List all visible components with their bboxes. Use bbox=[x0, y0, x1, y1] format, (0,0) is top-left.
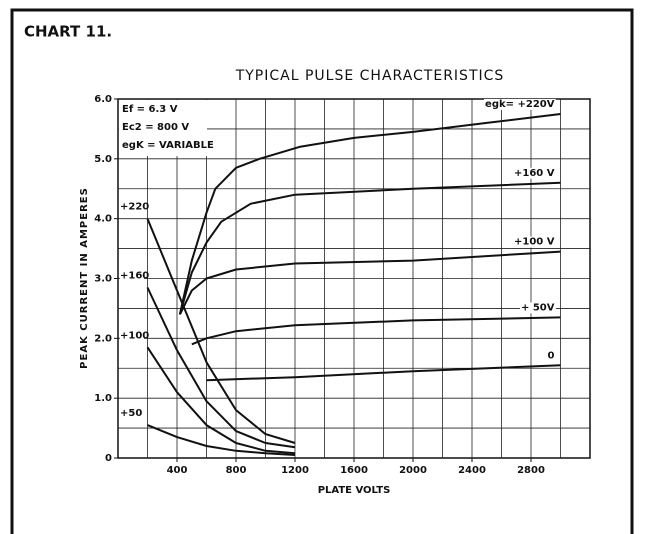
series-label: +50 bbox=[120, 408, 142, 419]
y-tick-label: 2.0 bbox=[94, 333, 112, 344]
y-tick-label: 1.0 bbox=[94, 393, 112, 404]
legend-bg bbox=[120, 329, 144, 342]
annotation: egK = VARIABLE bbox=[122, 140, 214, 151]
series-line bbox=[178, 113, 561, 315]
chart-header: CHART 11. bbox=[24, 23, 112, 41]
series-line bbox=[179, 250, 561, 315]
legend-bg bbox=[120, 269, 144, 282]
series-label: +220 bbox=[120, 202, 149, 213]
annotation-box bbox=[119, 100, 207, 156]
series-line bbox=[206, 364, 561, 382]
annotation: Ef = 6.3 V bbox=[122, 104, 178, 115]
series-label: +160 bbox=[120, 270, 149, 281]
series-label: 0 bbox=[548, 350, 555, 361]
y-tick-label: 6.0 bbox=[94, 94, 112, 105]
chart-title: TYPICAL PULSE CHARACTERISTICS bbox=[235, 68, 505, 84]
legend-bg bbox=[120, 200, 144, 213]
legend-bg bbox=[484, 98, 556, 110]
frame bbox=[10, 8, 634, 534]
series-line bbox=[146, 287, 296, 449]
x-tick-label: 1200 bbox=[281, 465, 309, 476]
series-label: +100 V bbox=[514, 237, 555, 248]
series-label: + 50V bbox=[521, 302, 555, 313]
series-label: +160 V bbox=[514, 168, 555, 179]
series-label: +100 bbox=[120, 330, 149, 341]
x-tick-label: 800 bbox=[226, 465, 247, 476]
series-line bbox=[178, 181, 561, 315]
x-tick-label: 400 bbox=[167, 465, 188, 476]
x-axis-label: PLATE VOLTS bbox=[318, 485, 391, 496]
legend-bg bbox=[519, 302, 556, 314]
series-line bbox=[146, 218, 296, 444]
annotation: Ec2 = 800 V bbox=[122, 122, 189, 133]
x-tick-label: 2400 bbox=[458, 465, 486, 476]
y-tick-label: 3.0 bbox=[94, 274, 112, 285]
x-tick-label: 2000 bbox=[399, 465, 427, 476]
y-tick-label: 0 bbox=[105, 453, 112, 464]
x-tick-label: 2800 bbox=[517, 465, 545, 476]
legend-bg bbox=[513, 236, 556, 248]
legend-bg bbox=[513, 167, 556, 179]
series-line bbox=[147, 424, 296, 456]
y-tick-label: 4.0 bbox=[94, 214, 112, 225]
legend-bg bbox=[120, 407, 144, 420]
series-line bbox=[191, 316, 561, 346]
legend-bg bbox=[546, 350, 556, 362]
y-tick-label: 5.0 bbox=[94, 154, 112, 165]
series-line bbox=[146, 346, 296, 455]
y-axis-label: PEAK CURRENT IN AMPERES bbox=[79, 187, 90, 369]
x-tick-label: 1600 bbox=[340, 465, 368, 476]
series-label: egk= +220V bbox=[485, 99, 555, 110]
